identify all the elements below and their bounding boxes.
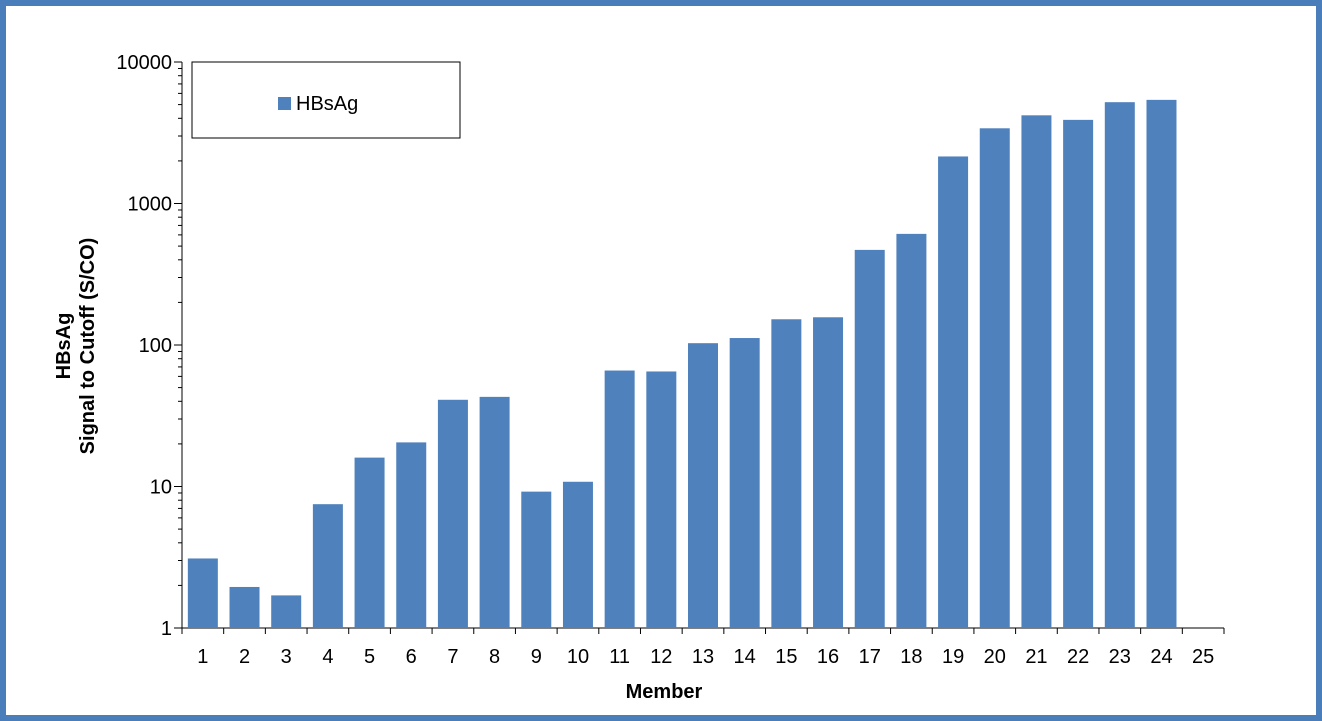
x-tick-label: 13 (692, 646, 714, 668)
x-tick-label: 8 (489, 646, 500, 668)
x-axis: 1 2 3 4 5 6 7 8 9 10 11 12 13 14 15 16 17 18 19 20 21 22 23 24 2… (181, 627, 1225, 668)
x-tick-label: 1 (197, 646, 208, 668)
x-tick-label: 20 (984, 646, 1006, 668)
x-tick-label: 16 (817, 646, 839, 668)
bar-member-24 (1146, 99, 1177, 629)
legend-label-hbsag: HBsAg (296, 93, 358, 115)
bar-member-15 (771, 319, 802, 628)
x-tick-label: 21 (1025, 646, 1047, 668)
x-tick-label: 11 (609, 646, 630, 668)
bar-member-5 (354, 457, 385, 628)
bar-member-19 (938, 156, 969, 628)
bar-member-9 (521, 491, 552, 628)
x-tick-label: 6 (406, 646, 417, 668)
bar-member-21 (1021, 115, 1052, 628)
y-tick-label: 10000 (116, 52, 172, 74)
bar-member-22 (1063, 119, 1094, 629)
bar-member-2 (229, 586, 260, 628)
x-tick-label: 5 (364, 646, 375, 668)
y-tick-label: 1000 (128, 194, 173, 216)
x-tick-label: 4 (322, 646, 333, 668)
x-tick-label: 12 (650, 646, 672, 668)
legend-swatch-hbsag (278, 97, 291, 110)
x-tick-label: 23 (1109, 646, 1131, 668)
y-axis-title-line-1: HBsAg (53, 313, 75, 380)
y-axis-title: HBsAg Signal to Cutoff (S/CO) (53, 238, 99, 455)
bar-member-10 (562, 481, 593, 628)
y-tick-label: 1 (161, 618, 172, 640)
bar-member-16 (813, 317, 844, 628)
y-axis-title-line-2: Signal to Cutoff (S/CO) (77, 238, 99, 455)
bar-member-11 (604, 370, 635, 628)
bar-member-17 (854, 249, 885, 629)
bar-member-3 (271, 595, 302, 628)
bar-member-7 (437, 399, 468, 628)
x-tick-label: 19 (942, 646, 964, 668)
bar-member-8 (479, 396, 510, 628)
bar-member-18 (896, 233, 927, 628)
x-tick-label: 17 (859, 646, 881, 668)
x-tick-label: 2 (239, 646, 250, 668)
bar-member-4 (312, 504, 343, 628)
bar-member-20 (979, 128, 1010, 629)
bar-series-hbsag (187, 99, 1177, 629)
x-tick-label: 9 (531, 646, 542, 668)
bar-member-14 (729, 338, 760, 628)
y-tick-label: 100 (139, 335, 172, 357)
x-tick-label: 3 (281, 646, 292, 668)
x-tick-label: 15 (775, 646, 797, 668)
x-tick-label: 25 (1192, 646, 1214, 668)
x-tick-label: 14 (734, 646, 756, 668)
x-tick-label: 10 (567, 646, 589, 668)
y-axis: 1 10 100 1000 10000 (116, 52, 183, 640)
x-tick-label: 24 (1150, 646, 1172, 668)
x-tick-label: 22 (1067, 646, 1089, 668)
legend-box (191, 61, 461, 139)
bar-member-12 (646, 371, 677, 628)
bar-member-13 (688, 343, 718, 628)
bar-member-6 (396, 442, 427, 628)
bar-member-1 (187, 558, 218, 628)
x-tick-label: 7 (447, 646, 458, 668)
bar-member-23 (1104, 102, 1135, 628)
x-tick-label: 18 (900, 646, 922, 668)
y-tick-label: 10 (150, 477, 172, 499)
legend: HBsAg (191, 61, 461, 139)
x-axis-title: Member (626, 681, 703, 703)
